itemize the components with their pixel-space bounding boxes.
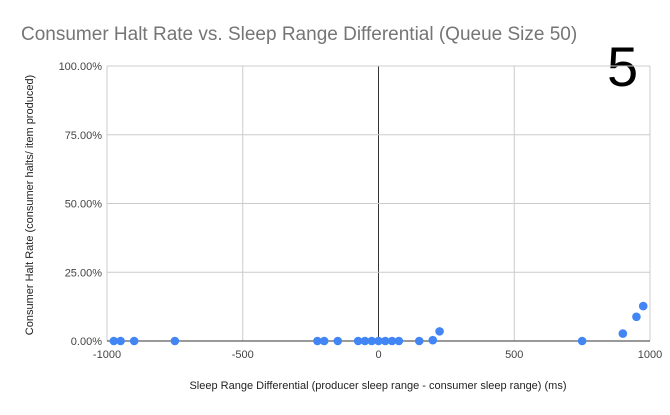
- data-point: [360, 336, 370, 346]
- data-point: [313, 336, 322, 346]
- x-tick-label: -500: [232, 349, 254, 361]
- data-point: [333, 336, 343, 346]
- y-tick-label: 75.00%: [65, 130, 103, 142]
- x-tick-label: -1000: [93, 349, 121, 361]
- data-point: [435, 327, 444, 336]
- x-tick-label: 500: [505, 349, 523, 361]
- data-point: [414, 336, 424, 346]
- y-tick-label: 100.00%: [59, 61, 103, 73]
- chart-title: Consumer Halt Rate vs. Sleep Range Diffe…: [21, 24, 577, 45]
- data-point: [116, 336, 125, 346]
- x-tick-label: 0: [375, 349, 381, 361]
- data-point: [387, 336, 397, 346]
- y-tick-label: 25.00%: [65, 267, 103, 279]
- data-point: [638, 301, 648, 311]
- y-tick-label: 50.00%: [65, 199, 103, 211]
- data-point: [129, 336, 139, 346]
- x-tick-label: 1000: [638, 349, 662, 361]
- data-point: [109, 336, 119, 346]
- data-point: [170, 336, 180, 346]
- data-point: [394, 336, 404, 346]
- data-point: [374, 336, 383, 346]
- data-point: [577, 336, 587, 346]
- data-point: [319, 336, 329, 346]
- data-point: [428, 335, 438, 345]
- data-point: [367, 336, 377, 346]
- x-axis-label: Sleep Range Differential (producer sleep…: [189, 380, 566, 392]
- data-point: [380, 336, 390, 346]
- grid-lines: [106, 65, 651, 342]
- data-point: [353, 336, 363, 346]
- data-points: [109, 301, 648, 346]
- y-tick-labels: 0.00% 25.00% 50.00% 75.00% 100.00%: [59, 61, 103, 348]
- data-point: [618, 329, 628, 338]
- data-point: [632, 312, 641, 322]
- y-tick-label: 0.00%: [71, 336, 102, 348]
- y-axis-label: Consumer Halt Rate (consumer halts/ item…: [24, 75, 36, 335]
- x-tick-labels: -1000 -500 0 500 1000: [93, 349, 662, 361]
